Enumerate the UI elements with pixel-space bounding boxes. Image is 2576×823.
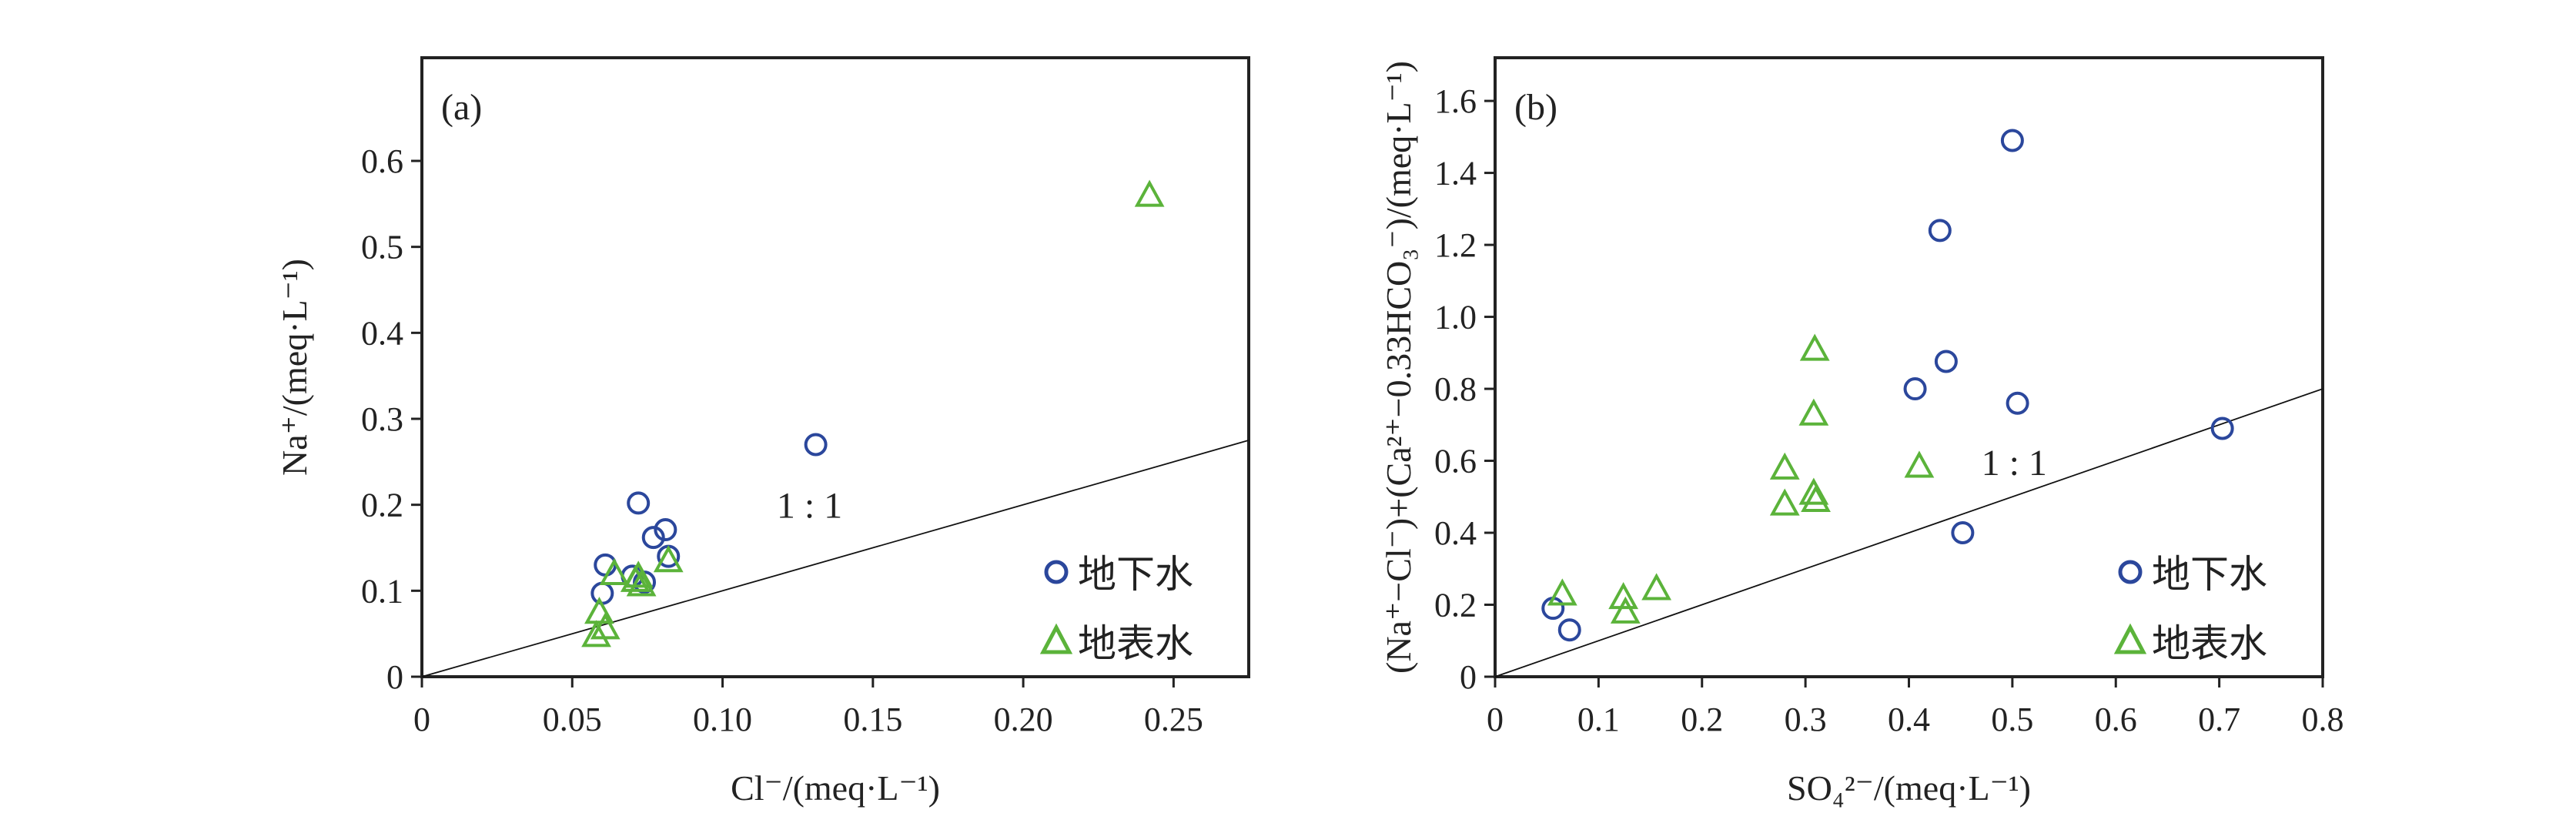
groundwater-point bbox=[1934, 350, 1958, 373]
y-tick-label: 0.2 bbox=[361, 487, 403, 524]
surface-water-point bbox=[1798, 477, 1829, 505]
plot-frame bbox=[420, 56, 1250, 678]
surface-water-point bbox=[1610, 596, 1641, 624]
groundwater-point bbox=[1557, 618, 1581, 642]
x-axis-label: SO₄²⁻/(meq·L⁻¹) bbox=[1787, 768, 2031, 808]
x-tick-label: 0.6 bbox=[2095, 701, 2137, 738]
surface-water-point bbox=[620, 564, 651, 592]
x-tick-label: 0.20 bbox=[994, 701, 1053, 738]
y-tick-label: 0.8 bbox=[1434, 370, 1477, 408]
y-tick-label: 0 bbox=[386, 658, 403, 696]
legend-label: 地下水 bbox=[2152, 552, 2267, 597]
surface-water-point bbox=[1641, 573, 1672, 601]
groundwater-point bbox=[654, 518, 677, 542]
x-tick-label: 0.1 bbox=[1577, 701, 1620, 738]
x-tick-label: 0.25 bbox=[1144, 701, 1203, 738]
x-tick-label: 0.4 bbox=[1888, 701, 1930, 738]
surface-water-point bbox=[1799, 333, 1830, 361]
y-axis-label: (Na⁺−Cl⁻)+(Ca²⁺−0.33HCO₃⁻)/(meq·L⁻¹) bbox=[1379, 61, 1418, 674]
groundwater-point bbox=[1928, 219, 1952, 243]
legend-label: 地下水 bbox=[1078, 552, 1193, 597]
x-tick-label: 0.3 bbox=[1785, 701, 1827, 738]
surface-water-point bbox=[1769, 488, 1800, 516]
y-tick-label: 1.4 bbox=[1434, 155, 1477, 192]
groundwater-point bbox=[804, 433, 828, 457]
x-tick-label: 0.10 bbox=[693, 701, 752, 738]
y-tick-label: 0.4 bbox=[1434, 514, 1477, 552]
y-tick-label: 0.6 bbox=[1434, 443, 1477, 480]
x-tick-label: 0.8 bbox=[2302, 701, 2344, 738]
surface-water-point bbox=[1801, 484, 1831, 512]
chart-panel-b: 0 0.1 0.2 0.3 0.4 0.5 0.6 0.7 0.8 0 0.2 0.4 0.6 0.8 1.… bbox=[1379, 56, 2344, 808]
legend-triangle-icon bbox=[1039, 623, 1073, 654]
x-tick-label: 0 bbox=[413, 701, 430, 738]
groundwater-point bbox=[2000, 129, 2024, 152]
surface-water-point bbox=[584, 597, 614, 624]
x-tick-label: 0 bbox=[1487, 701, 1504, 738]
surface-water-point bbox=[1608, 582, 1639, 610]
one-to-one-line bbox=[421, 440, 1250, 677]
groundwater-point bbox=[1951, 521, 1975, 545]
y-tick-label: 1.2 bbox=[1434, 226, 1477, 264]
groundwater-point bbox=[2006, 391, 2029, 415]
y-tick-label: 0 bbox=[1460, 658, 1477, 696]
groundwater-point bbox=[641, 526, 665, 550]
x-tick-label: 0.15 bbox=[843, 701, 902, 738]
surface-water-point bbox=[653, 545, 684, 573]
legend-circle-icon bbox=[1044, 560, 1069, 584]
one-to-one-label: 1 : 1 bbox=[1982, 443, 2047, 483]
legend-triangle-icon bbox=[2113, 623, 2147, 654]
surface-water-point bbox=[1769, 452, 1800, 480]
panel-label: (a) bbox=[441, 87, 482, 128]
panel-label: (b) bbox=[1514, 87, 1557, 128]
groundwater-point bbox=[590, 581, 614, 605]
groundwater-point bbox=[1903, 377, 1927, 401]
surface-water-point bbox=[599, 557, 630, 585]
legend-label: 地表水 bbox=[2152, 621, 2267, 666]
y-tick-label: 1.0 bbox=[1434, 299, 1477, 336]
surface-water-point bbox=[1134, 179, 1165, 207]
surface-water-point bbox=[1904, 450, 1935, 478]
legend-circle-icon bbox=[2118, 560, 2143, 584]
x-tick-label: 0.2 bbox=[1681, 701, 1723, 738]
surface-water-point bbox=[626, 569, 657, 597]
groundwater-point bbox=[627, 491, 651, 515]
x-tick-label: 0.5 bbox=[1991, 701, 2033, 738]
y-tick-label: 0.3 bbox=[361, 400, 403, 438]
legend-label: 地表水 bbox=[1078, 621, 1193, 666]
surface-water-point bbox=[1798, 398, 1829, 426]
x-axis-label: Cl⁻/(meq·L⁻¹) bbox=[731, 768, 940, 808]
groundwater-point bbox=[2210, 417, 2234, 440]
one-to-one-label: 1 : 1 bbox=[777, 485, 842, 526]
y-tick-label: 1.6 bbox=[1434, 82, 1477, 120]
y-tick-label: 0.5 bbox=[361, 229, 403, 266]
y-axis-label: Na⁺/(meq·L⁻¹) bbox=[275, 259, 314, 476]
y-tick-label: 0.6 bbox=[361, 142, 403, 180]
y-tick-label: 0.2 bbox=[1434, 587, 1477, 624]
one-to-one-line bbox=[1494, 388, 2323, 677]
x-tick-label: 0.05 bbox=[543, 701, 602, 738]
x-tick-label: 0.7 bbox=[2198, 701, 2240, 738]
y-tick-label: 0.1 bbox=[361, 572, 403, 610]
chart-panel-a: 0 0.05 0.10 0.15 0.20 0.25 0 0.1 0.2 0.3 0.4 0.5 0.6… bbox=[275, 56, 1250, 808]
y-tick-label: 0.4 bbox=[361, 314, 403, 352]
surface-water-point bbox=[581, 620, 611, 647]
surface-water-point bbox=[1547, 578, 1577, 606]
